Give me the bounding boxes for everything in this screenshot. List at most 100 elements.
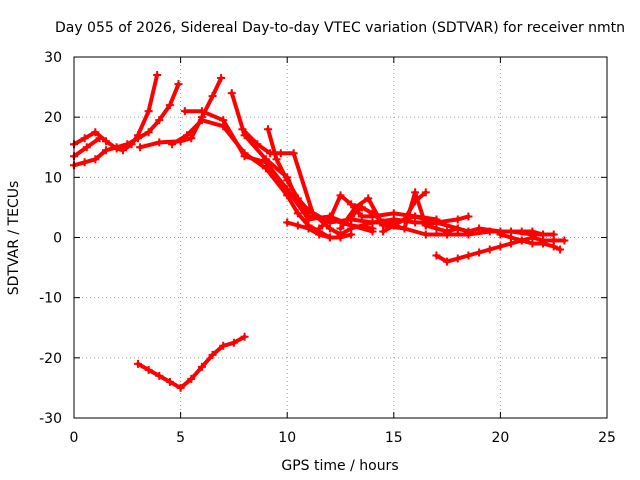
data-point	[304, 206, 313, 215]
data-point	[432, 224, 441, 233]
data-point	[91, 128, 100, 137]
data-point	[283, 176, 292, 185]
data-point	[182, 131, 191, 140]
data-point	[155, 138, 164, 147]
data-point	[400, 224, 409, 233]
grid-lines	[74, 57, 607, 418]
data-point	[80, 158, 89, 167]
data-point	[238, 125, 247, 134]
series-layer	[70, 71, 569, 392]
y-tick-label: 10	[44, 170, 62, 186]
data-point	[253, 140, 262, 149]
data-point	[101, 137, 110, 146]
data-point	[155, 371, 164, 380]
data-point	[336, 224, 345, 233]
data-point	[112, 143, 121, 152]
y-tick-label: 0	[53, 231, 62, 247]
data-point	[219, 341, 228, 350]
series-sat-q	[496, 230, 569, 245]
data-point	[421, 188, 430, 197]
data-point	[197, 362, 206, 371]
y-tick-label: -30	[39, 411, 62, 427]
data-point	[264, 125, 273, 134]
data-point	[368, 227, 377, 236]
data-point	[411, 188, 420, 197]
data-point	[289, 149, 298, 158]
data-point	[364, 194, 373, 203]
data-point	[208, 92, 217, 101]
data-point	[261, 155, 270, 164]
data-point	[389, 209, 398, 218]
data-point	[336, 191, 345, 200]
data-point	[475, 248, 484, 257]
data-point	[133, 359, 142, 368]
data-point	[165, 101, 174, 110]
data-point	[351, 203, 360, 212]
data-point	[82, 143, 91, 152]
data-point	[347, 230, 356, 239]
series-sat-a	[70, 71, 162, 155]
data-point	[180, 107, 189, 116]
data-point	[95, 134, 104, 143]
data-point	[174, 80, 183, 89]
data-point	[133, 134, 142, 143]
data-point	[411, 212, 420, 221]
data-point	[80, 134, 89, 143]
data-point	[464, 212, 473, 221]
data-point	[197, 107, 206, 116]
data-point	[219, 116, 228, 125]
data-point	[464, 227, 473, 236]
data-point	[293, 209, 302, 218]
data-point	[315, 224, 324, 233]
data-point	[119, 146, 128, 155]
y-tick-label: 30	[44, 50, 62, 66]
data-point	[475, 224, 484, 233]
data-point	[507, 233, 516, 242]
data-point	[276, 149, 285, 158]
data-point	[123, 140, 132, 149]
chart-title: Day 055 of 2026, Sidereal Day-to-day VTE…	[55, 20, 625, 36]
data-point	[144, 365, 153, 374]
y-tick-label: -10	[39, 291, 62, 307]
x-axis-label: GPS time / hours	[281, 458, 398, 474]
data-point	[272, 155, 281, 164]
series-sat-o	[421, 221, 548, 239]
data-point	[539, 236, 548, 245]
data-point	[155, 116, 164, 125]
data-point	[528, 233, 537, 242]
data-point	[379, 227, 388, 236]
data-point	[240, 152, 249, 161]
data-point	[187, 374, 196, 383]
y-tick-label: -20	[39, 351, 62, 367]
data-point	[208, 350, 217, 359]
data-point	[389, 221, 398, 230]
y-axis-label: SDTVAR / TECUs	[6, 181, 22, 296]
data-point	[443, 227, 452, 236]
data-point	[464, 251, 473, 260]
data-point	[357, 212, 366, 221]
data-point	[517, 227, 526, 236]
data-point	[443, 257, 452, 266]
y-tick-label: 20	[44, 110, 62, 126]
data-point	[432, 251, 441, 260]
data-point	[517, 236, 526, 245]
data-point	[101, 146, 110, 155]
data-point	[453, 254, 462, 263]
data-point	[144, 107, 153, 116]
data-point	[336, 233, 345, 242]
series-sat-b	[70, 80, 183, 170]
data-point	[453, 215, 462, 224]
x-tick-label: 5	[176, 430, 185, 446]
data-point	[136, 143, 145, 152]
data-point	[293, 194, 302, 203]
data-point	[556, 245, 565, 254]
data-point	[496, 230, 505, 239]
data-point	[304, 224, 313, 233]
data-point	[165, 377, 174, 386]
data-point	[293, 221, 302, 230]
data-point	[144, 128, 153, 137]
data-point	[421, 221, 430, 230]
data-point	[485, 245, 494, 254]
series-sat-r	[133, 332, 249, 392]
